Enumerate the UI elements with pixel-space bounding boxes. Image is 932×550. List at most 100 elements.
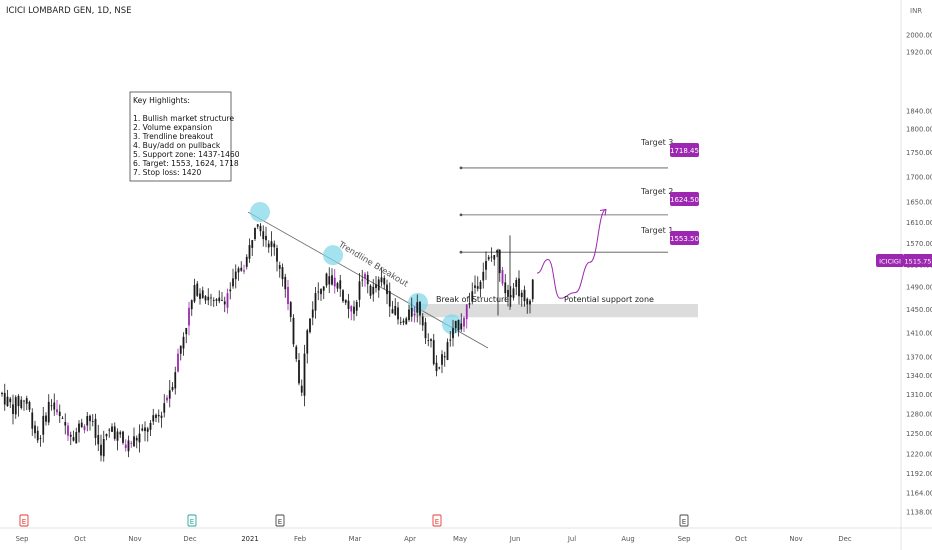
time-tick-label: Sep [16, 535, 29, 543]
time-tick-label: Dec [183, 535, 196, 543]
time-tick-label: Dec [838, 535, 851, 543]
candle-body [226, 293, 229, 308]
candle-body [42, 415, 45, 435]
candle-body [31, 412, 34, 429]
candle-body [531, 279, 534, 300]
candle-body [155, 414, 157, 418]
candle-body [498, 249, 501, 274]
earnings-marker-icon [19, 514, 29, 527]
target-3-value: 1718.45 [670, 147, 699, 155]
earnings-marker-letter: E [22, 518, 26, 526]
candle-body [416, 302, 419, 313]
candle-body [479, 281, 482, 290]
support-zone-label: Potential support zone [564, 295, 654, 304]
candle-body [39, 438, 42, 439]
projection-arrow-icon [599, 208, 607, 216]
time-tick-label: May [453, 535, 467, 543]
target-1-value: 1553.50 [670, 235, 699, 243]
candle-body [163, 403, 166, 413]
time-axis[interactable]: Sep Oct Nov Dec 2021 Feb Mar Apr May Jun Jul Aug Sep… [16, 535, 852, 543]
highlight-line: 4. Buy/add on pullback [133, 141, 221, 150]
candle-body [474, 285, 476, 288]
time-tick-label: Jul [567, 535, 576, 543]
candle-body [449, 339, 452, 341]
candle-body [14, 397, 17, 415]
candle-body [105, 434, 108, 437]
time-tick-label: Mar [349, 535, 362, 543]
candle-body [45, 415, 47, 422]
price-tick-label: 1800.00 [906, 126, 932, 134]
candle-body [518, 278, 520, 297]
key-highlights-box[interactable]: Key Highlights: 1. Bullish market struct… [129, 91, 240, 182]
candle-body [251, 240, 254, 248]
target-3[interactable]: Target 3 1718.45 [640, 138, 699, 157]
symbol-badge [876, 254, 904, 267]
candle-body [273, 243, 276, 248]
target-level-dot [459, 166, 463, 170]
candle-body [122, 431, 124, 443]
target-2-value: 1624.50 [670, 196, 699, 204]
candle-body [435, 362, 438, 372]
candle-body [372, 286, 375, 295]
highlight-line: 1. Bullish market structure [133, 114, 234, 123]
candle-body [278, 265, 281, 269]
candle-body [94, 418, 97, 438]
candle-body [454, 320, 457, 329]
candle-body [1, 392, 3, 395]
candle-body [487, 257, 490, 260]
candle-body [366, 274, 369, 285]
candle-body [97, 435, 100, 445]
price-tick-label: 1310.00 [906, 391, 932, 399]
candle-body [36, 430, 39, 441]
candle-body [504, 282, 507, 294]
candle-body [399, 322, 402, 323]
candle-body [100, 444, 102, 456]
candle-body [61, 417, 64, 419]
candle-body [177, 353, 179, 372]
candle-body [515, 280, 518, 287]
last-price-marker: ICICIGI 1515.75 [876, 254, 932, 267]
candle-body [78, 423, 80, 433]
candle-body [355, 301, 358, 311]
earnings-marker-icon [187, 514, 197, 527]
candle-body [138, 433, 141, 443]
candle-body [325, 273, 328, 286]
target-level-dot [459, 213, 463, 217]
candle-body [72, 437, 75, 441]
target-2[interactable]: Target 2 1624.50 [640, 187, 699, 206]
candle-body [119, 432, 122, 435]
candle-body [157, 415, 160, 417]
candle-body [388, 291, 391, 307]
target-2-label: Target 2 [640, 187, 673, 196]
earnings-marker-icon [679, 514, 689, 527]
target-1[interactable]: Target 1 1553.50 [640, 226, 699, 245]
candle-body [529, 300, 531, 305]
price-tick-label: 1138.00 [906, 509, 932, 517]
candle-body [333, 277, 336, 287]
highlight-line: 2. Volume expansion [133, 123, 212, 132]
time-tick-label: Oct [735, 535, 747, 543]
candle-body [108, 429, 111, 431]
candle-body [141, 428, 144, 431]
candle-body [12, 404, 14, 414]
price-tick-label: 1220.00 [906, 450, 932, 458]
candle-body [237, 268, 240, 273]
candle-body [127, 440, 130, 452]
candle-body [146, 428, 149, 432]
candle-body [364, 273, 366, 279]
candle-body [496, 250, 498, 253]
candle-body [276, 248, 278, 262]
candle-body [64, 422, 67, 426]
candle-body [215, 299, 218, 301]
earnings-marker-letter: E [682, 518, 686, 526]
touch-point-circle [323, 245, 343, 266]
candle-body [380, 277, 383, 283]
time-tick-label: Sep [678, 535, 691, 543]
price-axis[interactable]: 2000.00 1920.00 1840.00 1800.00 1750.00 1700.… [906, 32, 932, 517]
earnings-marker-icon [275, 514, 285, 527]
candle-body [152, 415, 155, 422]
price-tick-label: 1920.00 [906, 49, 932, 57]
candle-body [410, 307, 413, 317]
